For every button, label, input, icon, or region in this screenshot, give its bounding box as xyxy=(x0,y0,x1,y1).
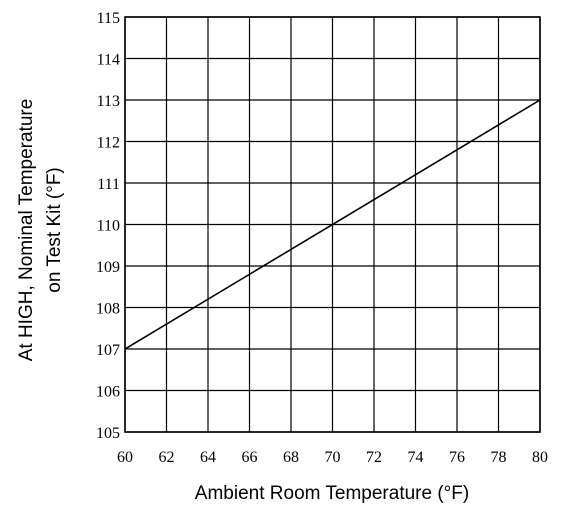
y-tick-label: 106 xyxy=(96,384,120,401)
x-tick-label: 60 xyxy=(117,449,133,466)
x-tick-label: 68 xyxy=(283,449,299,466)
x-tick-label: 76 xyxy=(449,449,465,466)
x-tick-label: 78 xyxy=(491,449,507,466)
y-tick-label: 113 xyxy=(97,93,120,110)
y-axis-title-line-2: on Test Kit (°F) xyxy=(44,167,65,293)
y-tick-label: 107 xyxy=(96,342,120,359)
plot-frame xyxy=(124,16,541,433)
y-tick-label: 112 xyxy=(97,135,120,152)
y-tick-label: 110 xyxy=(97,218,120,235)
y-tick-label: 109 xyxy=(96,259,120,276)
x-tick-label: 66 xyxy=(242,449,258,466)
y-tick-labels: 105 106 107 108 109 110 111 112 113 114 115 xyxy=(96,10,120,442)
x-tick-label: 70 xyxy=(325,449,341,466)
series-line xyxy=(124,99,541,350)
y-tick-label: 111 xyxy=(97,176,120,193)
y-tick-label: 115 xyxy=(97,10,120,27)
y-tick-label: 108 xyxy=(96,301,120,318)
y-tick-label: 114 xyxy=(97,52,120,69)
x-axis-title: Ambient Room Temperature (°F) xyxy=(195,483,469,504)
y-tick-label: 105 xyxy=(96,425,120,442)
y-axis-title-line-1: At HIGH, Nominal Temperature xyxy=(16,99,37,362)
x-tick-label: 74 xyxy=(408,449,424,466)
x-tick-label: 62 xyxy=(159,449,175,466)
x-tick-label: 80 xyxy=(532,449,548,466)
x-tick-label: 72 xyxy=(366,449,382,466)
chart-series xyxy=(124,99,541,350)
y-axis-title: At HIGH, Nominal Temperature on Test Kit… xyxy=(16,99,65,362)
x-tick-labels: 60 62 64 66 68 70 72 74 76 78 80 xyxy=(117,449,548,466)
x-tick-label: 64 xyxy=(200,449,216,466)
